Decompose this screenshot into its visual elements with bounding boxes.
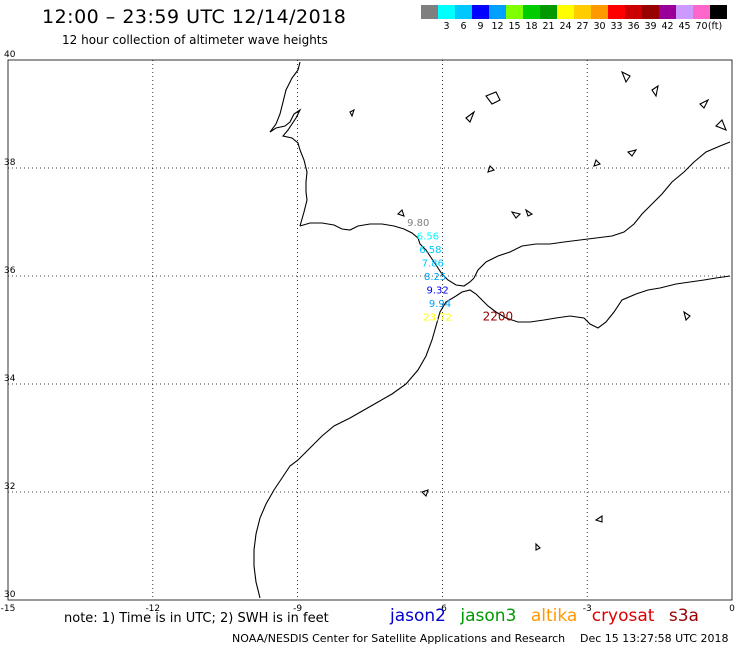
lon-tick-label: -12 (145, 604, 160, 614)
scale-unit-label: (ft) (707, 21, 723, 32)
lon-tick-label: -15 (1, 604, 16, 614)
units-note: note: 1) Time is in UTC; 2) SWH is in fe… (64, 611, 329, 626)
scale-swatch (591, 5, 608, 19)
obs-label: 23.72 (423, 313, 452, 324)
coastline-fragment (594, 514, 603, 523)
coastline-spain-mediterranean (473, 141, 731, 279)
lon-tick-label: 0 (729, 604, 735, 614)
scale-swatch (421, 5, 438, 19)
axis-ticks: -15 -12 -9 -6 -3 0 40 38 36 34 32 30 (1, 50, 735, 614)
coastline (253, 61, 731, 599)
lon-tick-label: -6 (438, 604, 447, 614)
coastline-fragment (396, 208, 405, 217)
scale-label: 24 (559, 21, 572, 32)
lat-tick-label: 38 (4, 158, 16, 168)
scale-swatch (438, 5, 455, 19)
scale-swatch (608, 5, 625, 19)
scale-swatch (659, 5, 676, 19)
scale-label: 45 (678, 21, 691, 32)
lat-tick-label: 40 (4, 50, 16, 60)
scale-swatch (489, 5, 506, 19)
coastline-fragment (487, 164, 496, 173)
obs-label: 7.86 (422, 259, 444, 270)
mission-jason3: jason3 (460, 606, 517, 626)
coastline-fragment (510, 211, 522, 219)
scale-swatch (523, 5, 540, 19)
scale-label: 70 (695, 21, 708, 32)
coastline-fragment (620, 70, 631, 84)
scale-swatch (676, 5, 693, 19)
coastline-portugal (269, 61, 308, 227)
scale-swatch (693, 5, 710, 19)
mission-cryosat: cryosat (591, 606, 655, 626)
scale-label: 33 (610, 21, 623, 32)
wave-height-color-scale: 3 6 9 12 15 18 21 24 27 30 33 36 39 42 45 70 (ft) (421, 5, 727, 35)
coastline-fragment (593, 158, 602, 167)
lat-lon-grid (7, 59, 733, 601)
coastline-gulf-of-cadiz (299, 222, 475, 287)
scale-label: 15 (508, 21, 521, 32)
lat-tick-label: 32 (4, 482, 15, 492)
map-frame (7, 59, 733, 601)
lat-tick-label: 36 (4, 266, 16, 276)
coastline-fragment (349, 108, 355, 118)
scale-label: 27 (576, 21, 589, 32)
coastline-fragment (420, 489, 429, 498)
mission-s3a: s3a (668, 606, 699, 626)
wave-height-observations: 9.80 6.56 6.58 7.86 8.25 9.32 9.94 23.72 2200 (407, 218, 513, 324)
generation-timestamp: Dec 15 13:27:58 UTC 2018 (580, 632, 729, 645)
scale-label: 18 (525, 21, 538, 32)
lat-tick-label: 30 (4, 590, 16, 600)
coastline-morocco-atlantic (253, 295, 457, 599)
scale-label: 42 (661, 21, 674, 32)
chart-subtitle: 12 hour collection of altimeter wave hei… (62, 33, 328, 47)
obs-label-cryosat: 2200 (483, 310, 514, 324)
scale-swatch (540, 5, 557, 19)
scale-label: 21 (542, 21, 555, 32)
scale-swatch (642, 5, 659, 19)
data-credit: NOAA/NESDIS Center for Satellite Applica… (232, 632, 566, 645)
mission-legend: jason2 jason3 altika cryosat s3a (390, 606, 708, 626)
scale-label: 9 (477, 21, 484, 32)
scale-label: 3 (443, 21, 450, 32)
scale-swatch (557, 5, 574, 19)
scale-swatch (506, 5, 523, 19)
coastline-fragment (715, 119, 727, 131)
coastline-morocco-north (455, 275, 731, 329)
coastline-fragment (626, 149, 638, 157)
obs-label: 6.58 (419, 245, 441, 256)
scale-label: 36 (627, 21, 640, 32)
coastline-fragment (485, 91, 501, 105)
scale-swatch (574, 5, 591, 19)
obs-label: 9.32 (426, 286, 448, 297)
scale-swatches (421, 5, 727, 19)
lon-tick-label: -3 (583, 604, 592, 614)
coastline-fragment (524, 208, 534, 217)
coastline-fragment (651, 84, 659, 98)
mission-altika: altika (530, 606, 578, 626)
coastline-fragment (465, 110, 476, 123)
scale-labels: 3 6 9 12 15 18 21 24 27 30 33 36 39 42 45 70 (ft) (421, 21, 727, 35)
mission-jason2: jason2 (390, 606, 446, 626)
chart-title: 12:00 – 23:59 UTC 12/14/2018 (42, 6, 347, 28)
scale-swatch (625, 5, 642, 19)
obs-label: 9.80 (407, 218, 429, 229)
lon-tick-label: -9 (293, 604, 302, 614)
coastline-fragment (535, 542, 541, 551)
scale-swatch (472, 5, 489, 19)
coastline-fragment (683, 310, 691, 322)
lat-tick-label: 34 (4, 374, 16, 384)
scale-label: 30 (593, 21, 606, 32)
obs-label: 9.94 (429, 299, 451, 310)
scale-swatch (710, 5, 727, 19)
scale-label: 39 (644, 21, 657, 32)
scale-label: 12 (491, 21, 504, 32)
scale-swatch (455, 5, 472, 19)
coastline-fragment (699, 98, 710, 109)
obs-label: 8.25 (424, 272, 446, 283)
scale-label: 6 (460, 21, 467, 32)
obs-label: 6.56 (417, 232, 439, 243)
